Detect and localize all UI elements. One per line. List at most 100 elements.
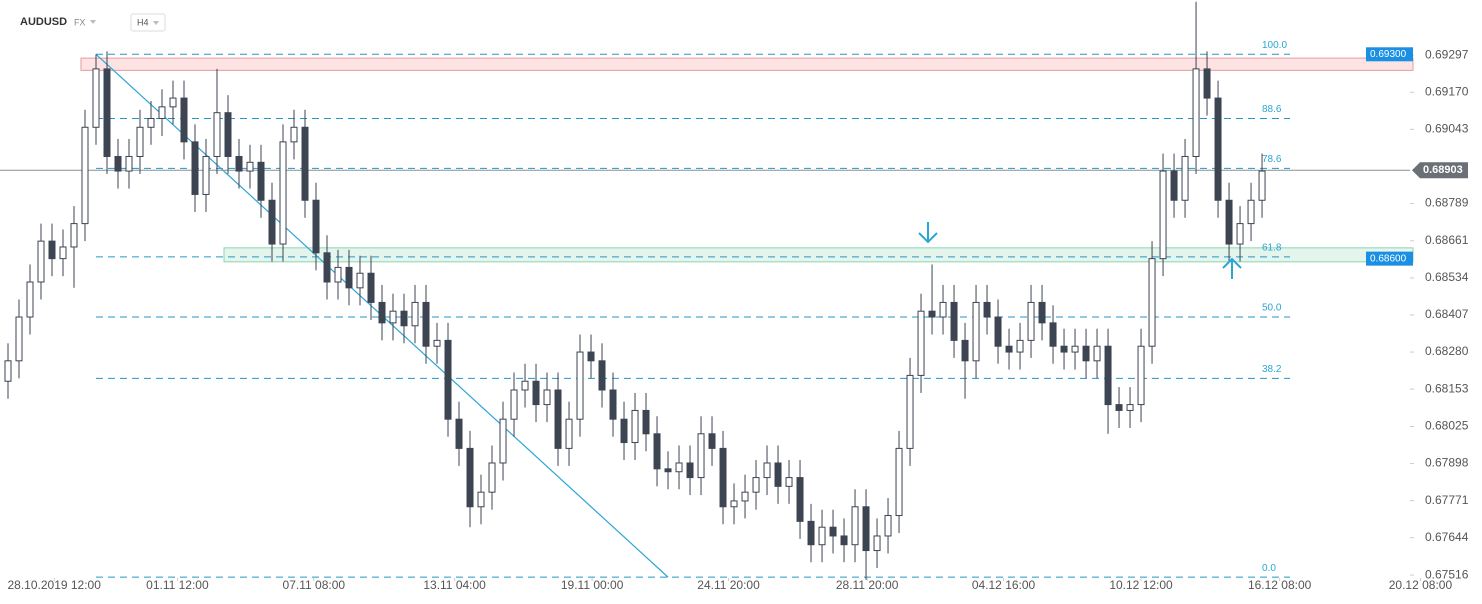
x-tick-label: 28.11 20:00: [836, 578, 899, 592]
candle-body: [125, 155, 133, 172]
timeframe-box[interactable]: [130, 13, 166, 32]
symbol: AUDUSD: [20, 16, 67, 28]
candle-body: [180, 97, 188, 143]
candle-body: [81, 126, 89, 225]
candle-body: [202, 155, 210, 195]
market: FX: [74, 17, 86, 27]
candle-body: [1170, 170, 1178, 201]
x-tick-label: 20.12 08:00: [1389, 578, 1453, 592]
candle-body: [191, 141, 199, 195]
candle-body: [862, 506, 870, 552]
candle-body: [818, 526, 826, 546]
candle-body: [235, 155, 243, 172]
candle-body: [15, 316, 23, 362]
candle-body: [1258, 170, 1266, 201]
candle-body: [697, 433, 705, 479]
candle-body: [917, 310, 925, 376]
fib-label: 88.6: [1262, 104, 1282, 115]
candle-body: [147, 118, 155, 128]
y-tick-label: 0.68025: [1425, 419, 1469, 433]
candle-body: [224, 112, 232, 157]
zone-price-tag: [1366, 251, 1413, 266]
candle-body: [488, 462, 496, 493]
dropdown-icon[interactable]: [90, 20, 96, 24]
candle-body: [675, 462, 683, 473]
candle-body: [213, 112, 221, 157]
fib-label: 78.6: [1262, 154, 1282, 165]
candle-body: [851, 506, 859, 546]
candle-body: [92, 68, 100, 128]
x-tick-label: 19.11 00:00: [561, 578, 624, 592]
candle-body: [642, 409, 650, 435]
candle-body: [884, 515, 892, 537]
y-tick-label: 0.68407: [1425, 307, 1469, 321]
candle-body: [301, 126, 309, 201]
candle-body: [378, 301, 386, 324]
candle-body: [576, 351, 584, 420]
y-tick-label: 0.69043: [1425, 121, 1469, 135]
candle-body: [323, 252, 331, 283]
candle-body: [752, 477, 760, 493]
candle-body: [774, 462, 782, 487]
candle-body: [719, 447, 727, 508]
candle-body: [1038, 301, 1046, 324]
candle-body: [411, 301, 419, 327]
candle-body: [510, 389, 518, 420]
x-tick-label: 13.11 04:00: [423, 578, 486, 592]
candle-body: [664, 468, 672, 473]
candle-body: [807, 520, 815, 546]
candle-body: [686, 462, 694, 479]
candle-body: [246, 161, 254, 172]
x-tick-label: 28.10.2019 12:00: [7, 578, 101, 592]
candle-body: [906, 374, 914, 449]
candle-body: [290, 126, 298, 143]
candle-body: [1071, 345, 1079, 353]
down-arrow: [918, 222, 938, 244]
candle-body: [367, 272, 375, 303]
candle-body: [1115, 404, 1123, 411]
candle-body: [103, 68, 111, 157]
x-tick-label: 10.12 12:00: [1109, 578, 1173, 592]
y-tick-label: 0.68153: [1425, 381, 1469, 395]
y-tick-label: 0.69170: [1425, 84, 1469, 98]
up-arrow: [1222, 257, 1242, 279]
candle-body: [1181, 155, 1189, 201]
candle-body: [565, 418, 573, 449]
y-tick-label: 0.67644: [1425, 530, 1469, 544]
candle-body: [466, 447, 474, 508]
candle-body: [312, 199, 320, 254]
candle-body: [279, 141, 287, 245]
candle-body: [169, 97, 177, 108]
fib-label: 0.0: [1262, 563, 1276, 574]
x-tick-label: 16.12 08:00: [1248, 578, 1312, 592]
candle-body: [587, 351, 595, 362]
y-tick-label: 0.68534: [1425, 270, 1469, 284]
candle-body: [4, 360, 12, 382]
zone-price-tag: [1366, 47, 1413, 62]
candle-body: [444, 339, 452, 420]
candle-body: [48, 240, 56, 260]
zone-price-label: 0.68600: [1370, 253, 1407, 264]
candle-body: [895, 447, 903, 517]
candle-body: [1016, 339, 1024, 353]
candle-body: [345, 266, 353, 289]
candle-body: [1236, 223, 1244, 245]
candle-body: [741, 491, 749, 502]
candle-body: [939, 301, 947, 318]
candle-body: [268, 199, 276, 245]
candle-body: [631, 409, 639, 444]
fib-label: 61.8: [1262, 243, 1282, 254]
candle-body: [983, 301, 991, 318]
current-price-tag: [1412, 162, 1468, 179]
candle-body: [26, 281, 34, 318]
x-tick-label: 07.11 08:00: [283, 578, 346, 592]
candle-body: [829, 526, 837, 537]
candle-body: [114, 155, 122, 172]
candle-body: [950, 301, 958, 341]
y-tick-label: 0.68789: [1425, 196, 1469, 210]
candle-body: [1049, 322, 1057, 347]
candle-body: [763, 462, 771, 479]
plot: 0.69297 0.69170 0.69043 0.68789 0.68661 0.685…: [0, 1, 1469, 592]
dropdown-icon: [153, 21, 159, 25]
